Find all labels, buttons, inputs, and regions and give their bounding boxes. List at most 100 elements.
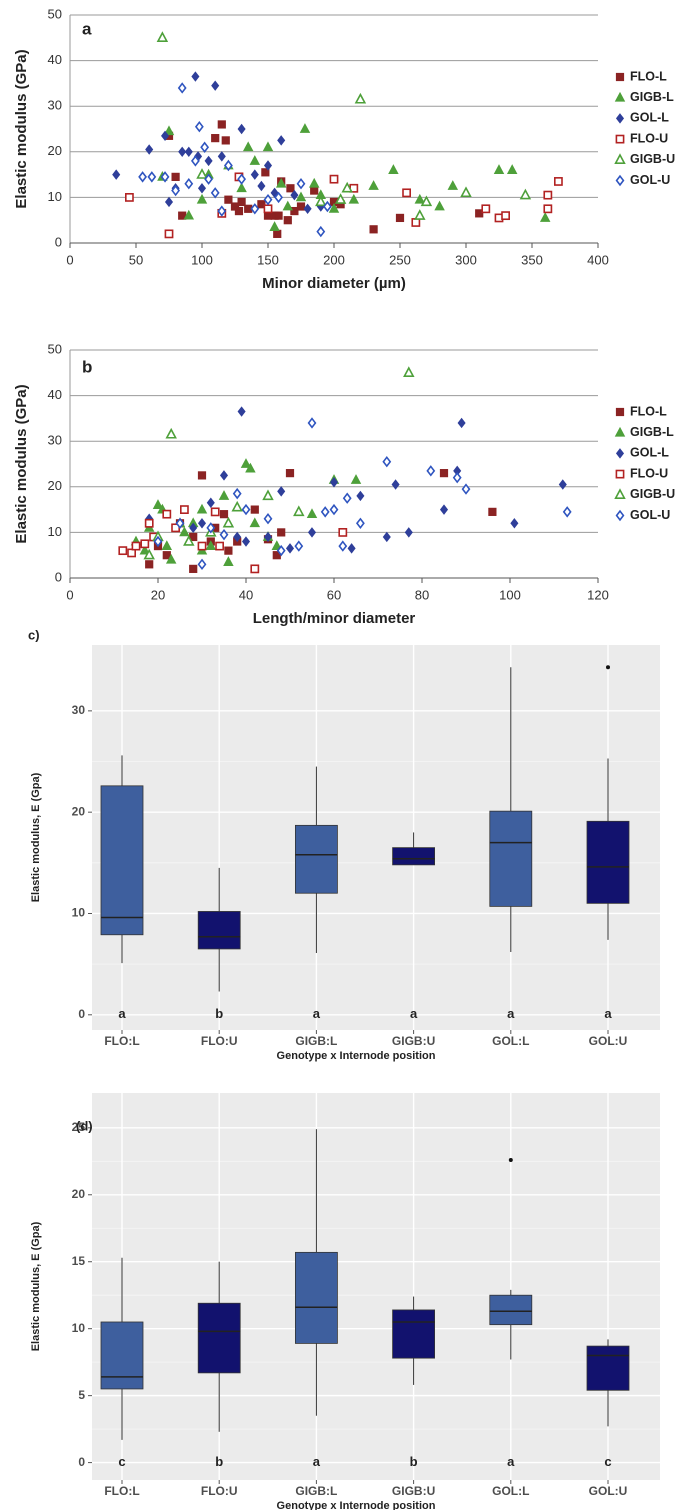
- x-tick-label: GOL:U: [589, 1034, 628, 1048]
- data-point: [250, 169, 259, 180]
- y-tick-label: 10: [48, 524, 62, 539]
- data-point: [558, 479, 567, 490]
- data-point: [539, 212, 551, 222]
- data-point: [196, 193, 208, 204]
- x-axis-label: Genotype x Internode position: [277, 1500, 436, 1510]
- data-point: [138, 171, 148, 183]
- data-point: [131, 541, 141, 551]
- data-point: [457, 417, 466, 429]
- data-point: [237, 406, 246, 417]
- data-point: [506, 164, 518, 174]
- data-point: [329, 477, 339, 488]
- data-point: [382, 456, 392, 468]
- data-point: [315, 195, 327, 207]
- box: [197, 911, 241, 950]
- data-point: [183, 535, 195, 546]
- legend-marker: [614, 488, 626, 500]
- data-point: [196, 168, 208, 179]
- data-point: [501, 211, 510, 221]
- data-point: [204, 173, 214, 185]
- data-point: [232, 487, 242, 500]
- data-point: [237, 173, 247, 185]
- x-tick-label: 300: [455, 252, 477, 267]
- data-point: [224, 546, 233, 555]
- legend-label: GOL-L: [630, 111, 669, 125]
- data-point: [144, 518, 154, 528]
- data-point: [219, 510, 229, 519]
- legend-label: GIGB-L: [630, 90, 674, 104]
- data-point: [262, 141, 274, 152]
- data-point: [237, 123, 246, 135]
- x-tick-label: GIGB:U: [392, 1034, 435, 1048]
- data-point: [217, 120, 226, 129]
- data-point: [161, 540, 173, 550]
- data-point: [160, 171, 170, 183]
- data-point: [290, 206, 299, 216]
- data-point: [206, 522, 216, 534]
- legend-label: GOL-L: [630, 446, 669, 460]
- y-tick-label: 25: [72, 1120, 86, 1134]
- x-tick-label: 50: [129, 252, 143, 267]
- box: [489, 810, 533, 907]
- data-point: [250, 564, 260, 574]
- data-point: [210, 187, 220, 199]
- legend-marker: [615, 509, 625, 522]
- x-tick-label: 120: [587, 587, 609, 602]
- data-point: [328, 202, 340, 213]
- y-tick-label: 20: [48, 143, 62, 158]
- data-point: [404, 527, 413, 538]
- data-point: [273, 229, 282, 238]
- data-point: [125, 193, 134, 202]
- significance-letter: b: [410, 1454, 418, 1469]
- data-point: [205, 540, 217, 550]
- panel-label: c): [28, 627, 40, 642]
- data-point: [414, 193, 426, 204]
- box: [100, 785, 144, 936]
- data-point: [257, 180, 266, 192]
- x-axis-label: Length/minor diameter: [253, 610, 416, 627]
- data-point: [434, 200, 445, 211]
- box: [100, 1321, 144, 1390]
- data-point: [562, 506, 572, 518]
- data-point: [296, 202, 306, 211]
- data-point: [236, 182, 247, 193]
- x-tick-label: 100: [191, 252, 213, 267]
- data-point: [240, 458, 252, 468]
- y-axis-label: Elastic modulus, E (Gpa): [30, 772, 42, 902]
- data-point: [217, 151, 226, 162]
- data-point: [369, 225, 378, 234]
- data-point: [163, 125, 175, 136]
- data-point: [152, 499, 164, 509]
- data-point: [391, 479, 400, 490]
- data-point: [139, 544, 151, 555]
- data-point: [164, 196, 174, 208]
- data-point: [329, 174, 339, 184]
- data-point: [355, 517, 365, 529]
- data-point: [250, 505, 259, 514]
- data-point: [231, 500, 243, 512]
- significance-letter: a: [313, 1454, 321, 1469]
- data-point: [271, 540, 283, 550]
- data-point: [388, 164, 399, 174]
- data-point: [307, 417, 317, 429]
- data-point: [295, 191, 307, 202]
- data-point: [222, 516, 235, 528]
- data-point: [249, 517, 261, 528]
- panel-background: [92, 645, 660, 1030]
- x-tick-label: 350: [521, 252, 543, 267]
- box: [586, 1345, 630, 1391]
- data-point: [171, 172, 180, 181]
- y-tick-label: 10: [48, 189, 62, 204]
- data-point: [543, 190, 553, 200]
- y-axis-label: Elastic modulus (GPa): [13, 49, 30, 208]
- data-point: [200, 141, 210, 153]
- data-point: [175, 517, 185, 529]
- significance-letter: a: [507, 1454, 515, 1469]
- data-point: [204, 155, 213, 167]
- data-point: [171, 184, 181, 197]
- panel-label: a: [82, 19, 92, 38]
- x-tick-label: GOL:L: [492, 1484, 529, 1498]
- y-tick-label: 10: [72, 1321, 86, 1335]
- data-point: [145, 144, 154, 155]
- data-point: [282, 200, 294, 211]
